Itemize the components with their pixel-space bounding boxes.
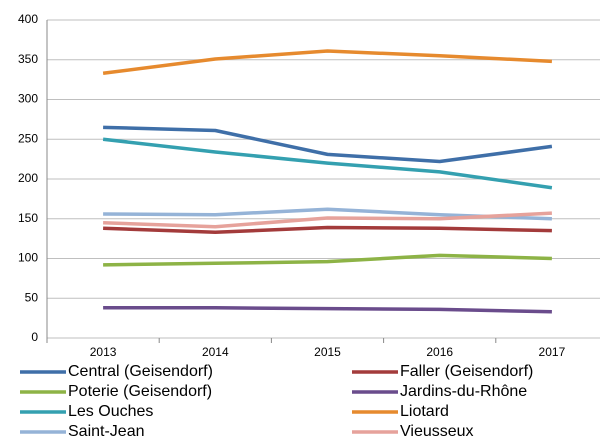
legend-label: Liotard: [400, 403, 449, 420]
legend-label: Faller (Geisendorf): [400, 363, 533, 380]
x-tick-label: 2014: [202, 345, 229, 359]
y-tick-label: 300: [18, 92, 38, 106]
series-line: [103, 211, 552, 229]
legend-label: Central (Geisendorf): [68, 363, 213, 380]
series-line: [103, 253, 552, 267]
y-tick-label: 200: [18, 171, 38, 185]
series-line: [103, 225, 552, 235]
y-tick-label: 350: [18, 52, 38, 66]
x-tick-label: 2015: [314, 345, 341, 359]
y-tick-label: 0: [31, 330, 38, 344]
legend-label: Poterie (Geisendorf): [68, 383, 212, 400]
y-tick-label: 100: [18, 251, 38, 265]
y-tick-label: 50: [25, 290, 39, 304]
y-tick-label: 250: [18, 131, 38, 145]
y-tick-label: 150: [18, 211, 38, 225]
series-line: [103, 306, 552, 314]
x-tick-label: 2013: [90, 345, 117, 359]
legend-label: Les Ouches: [68, 403, 153, 420]
legend-label: Saint-Jean: [68, 423, 145, 439]
x-tick-label: 2017: [539, 345, 566, 359]
series-line: [102, 49, 552, 76]
series-line: [103, 125, 553, 164]
y-tick-label: 400: [18, 12, 38, 26]
x-tick-label: 2016: [426, 345, 453, 359]
legend-label: Jardins-du-Rhône: [400, 383, 527, 400]
legend-label: Vieusseux: [400, 423, 474, 439]
series-line: [102, 137, 553, 190]
